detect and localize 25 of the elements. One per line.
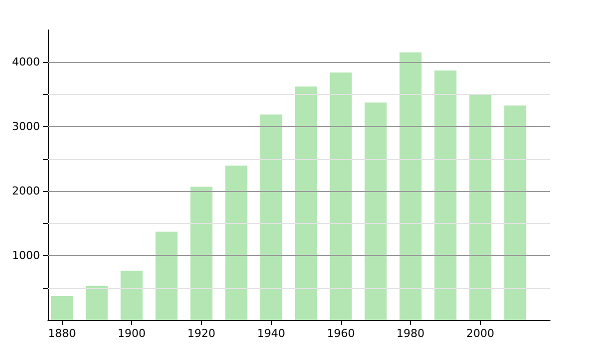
bar	[364, 102, 387, 320]
bar	[434, 70, 456, 320]
x-tick-label: 1940	[257, 327, 286, 340]
bar	[86, 286, 108, 320]
y-tick-label: 2000	[12, 184, 40, 198]
bar	[294, 86, 317, 320]
y-tick-label: 1000	[12, 249, 40, 262]
x-tick-label: 1980	[396, 327, 425, 340]
bar	[190, 186, 212, 320]
x-tick-label: 2000	[466, 327, 494, 340]
bar	[469, 94, 492, 320]
bar	[225, 166, 248, 320]
bar	[504, 106, 526, 320]
x-tick-label: 1900	[118, 327, 146, 340]
y-tick-label: 3000	[12, 120, 40, 134]
bar	[120, 270, 143, 320]
bar	[156, 232, 178, 320]
bar	[400, 52, 422, 320]
x-tick-label: 1920	[187, 327, 216, 340]
x-tick-label: 1960	[326, 327, 355, 340]
x-tick-label: 1880	[48, 327, 76, 340]
y-tick-label: 4000	[12, 56, 40, 69]
bar	[50, 296, 73, 320]
bar	[260, 114, 282, 320]
bar	[330, 72, 352, 320]
